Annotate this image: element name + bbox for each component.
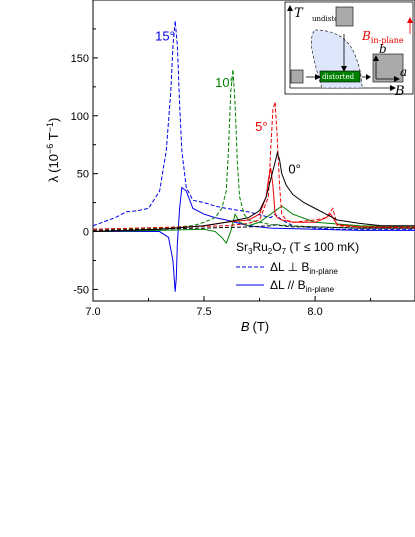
inset-distorted-label: distorted	[322, 73, 355, 81]
inset-undistorted-label: undistorted	[312, 15, 354, 23]
y-tick-label: 150	[71, 53, 89, 65]
legend-entry-perpendicular: ΔL ⊥ Bin-plane	[270, 260, 338, 276]
inset-b-arrow	[390, 85, 396, 91]
inset-crystal-b-label: b	[379, 42, 387, 56]
legend: Sr3Ru2O7 (T ≤ 100 mK) ΔL ⊥ Bin-plane ΔL …	[236, 240, 359, 294]
y-tick-label: -50	[73, 284, 89, 296]
legend-title: Sr3Ru2O7 (T ≤ 100 mK)	[236, 240, 359, 256]
y-axis: -50 0 50 100 150	[71, 28, 98, 296]
inset-phase-diagram: T B undistorted distorted b a Bin-plane	[284, 1, 414, 99]
angle-label-5deg: 5°	[255, 119, 267, 134]
plot-frame	[92, 0, 415, 302]
series-line-10deg-dashed	[92, 69, 415, 230]
legend-entry-parallel: ΔL // Bin-plane	[270, 278, 335, 294]
series-line-0deg-dashed	[92, 224, 415, 231]
inset-crystal-b-arrow	[373, 55, 379, 61]
inset-b-in-plane-arrow-head	[407, 17, 413, 23]
x-tick-label: 7.0	[85, 306, 100, 318]
x-axis: 7.0 7.5 8.0	[85, 296, 372, 318]
inset-b-in-plane-label: Bin-plane	[361, 29, 404, 45]
x-tick-label: 8.0	[307, 306, 322, 318]
angle-labels: 15° 10° 5° 0°	[155, 29, 301, 177]
inset-distorted-box	[319, 70, 361, 83]
inset-t-label: T	[294, 6, 304, 21]
inset-undistorted-box	[335, 6, 354, 27]
series-line-10deg-solid	[92, 205, 415, 245]
inset-t-arrow	[287, 5, 293, 11]
series-line-15deg-solid	[93, 186, 415, 292]
inset-crystal-a-label: a	[400, 65, 407, 79]
angle-label-0deg: 0°	[288, 162, 300, 177]
inset-crystal-box	[372, 53, 404, 83]
inset-left-box	[290, 69, 304, 84]
y-tick-label: 100	[71, 111, 89, 123]
angle-label-10deg: 10°	[215, 75, 235, 90]
y-tick-label: 50	[77, 169, 89, 181]
y-axis-title: λ(10−6 T−1)	[45, 118, 61, 183]
inset-arrow-down-head	[341, 66, 347, 72]
y-tick-label: 0	[83, 227, 89, 239]
series-line-5deg-solid	[92, 167, 415, 233]
plot-area: 7.0 7.5 8.0 -50 0 50 100 150 15° 10° 5° 0°	[71, 0, 415, 318]
series-layer	[92, 20, 415, 292]
series-line-5deg-dashed	[92, 101, 415, 230]
angle-label-15deg: 15°	[155, 29, 175, 44]
x-axis-title: B (T)	[241, 319, 269, 334]
inset-arrow-right2-head	[366, 74, 371, 80]
x-tick-label: 7.5	[196, 306, 211, 318]
inset-b-label: B	[394, 84, 405, 99]
series-line-0deg-solid	[92, 150, 415, 233]
inset-arrow-right-head	[315, 74, 321, 80]
inset-crystal-a-arrow	[394, 76, 400, 82]
